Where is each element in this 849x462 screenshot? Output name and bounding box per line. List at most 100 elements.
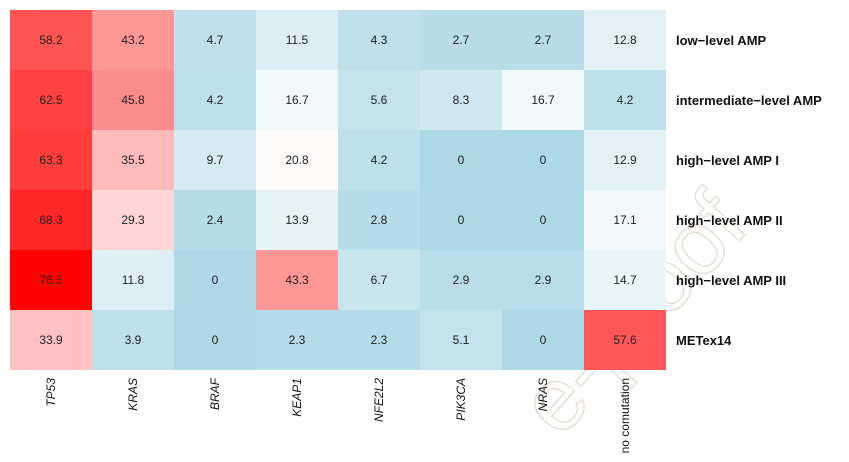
heatmap-cell (10, 10, 92, 70)
cell-value-label: 29.3 (121, 213, 145, 227)
cell-value-label: 12.9 (613, 153, 637, 167)
column-label-nfe2l2: NFE2L2 (372, 378, 386, 422)
cell-value-label: 2.4 (207, 213, 224, 227)
cell-value-label: 4.2 (371, 153, 388, 167)
heatmap-cell (174, 250, 256, 310)
cell-value-label: 0 (212, 333, 219, 347)
row-label-low-level-amp: low−level AMP (676, 33, 767, 48)
heatmap-cell (502, 310, 584, 370)
heatmap-cell (420, 190, 502, 250)
cell-value-label: 0 (540, 153, 547, 167)
heatmap-cell (92, 190, 174, 250)
heatmap-cell (256, 130, 338, 190)
cell-value-label: 2.7 (535, 33, 552, 47)
row-labels: low−level AMP intermediate−level AMP high−… (676, 33, 822, 348)
heatmap-cell (502, 250, 584, 310)
cell-value-label: 9.7 (207, 153, 224, 167)
heatmap-cell (420, 130, 502, 190)
heatmap-cell (420, 310, 502, 370)
cell-value-label: 0 (212, 273, 219, 287)
cell-value-label: 2.8 (371, 213, 388, 227)
heatmap-cell (338, 10, 420, 70)
cell-value-label: 35.5 (121, 153, 145, 167)
heatmap-cell (92, 70, 174, 130)
row-label-metex14: METex14 (676, 333, 732, 348)
heatmap-cell (92, 250, 174, 310)
heatmap-cell (256, 190, 338, 250)
cell-value-label: 2.9 (535, 273, 552, 287)
row-label-high-level-amp-iii: high−level AMP III (676, 273, 786, 288)
cell-value-label: 4.2 (207, 93, 224, 107)
column-label-keap1: KEAP1 (290, 378, 304, 417)
heatmap-cell (584, 10, 666, 70)
column-label-no-comutation: no comutation (618, 378, 632, 453)
heatmap-cell (584, 70, 666, 130)
heatmap-cell (174, 70, 256, 130)
cell-value-label: 0 (458, 213, 465, 227)
heatmap-cell (256, 250, 338, 310)
heatmap-cell (502, 10, 584, 70)
heatmap-cell (584, 310, 666, 370)
cell-value-label: 20.8 (285, 153, 309, 167)
heatmap-cell (420, 70, 502, 130)
cell-value-label: 2.9 (453, 273, 470, 287)
cell-value-label: 17.1 (613, 213, 637, 227)
heatmap-cell (338, 310, 420, 370)
heatmap-cell (10, 250, 92, 310)
heatmap-cell (10, 310, 92, 370)
heatmap-cells: 58.2 43.2 4.7 11.5 4.3 2.7 2.7 12.8 62.5 45.8 4.2 1… (10, 10, 666, 370)
column-label-nras: NRAS (536, 378, 550, 411)
cell-value-label: 43.3 (285, 273, 309, 287)
cell-value-label: 4.2 (617, 93, 634, 107)
heatmap-cell (10, 70, 92, 130)
cell-value-label: 45.8 (121, 93, 145, 107)
heatmap-cell (338, 250, 420, 310)
column-labels: TP53 KRAS BRAF KEAP1 NFE2L2 PIK3CA NRAS no comu… (44, 377, 632, 453)
cell-value-label: 4.3 (371, 33, 388, 47)
heatmap-cell (92, 10, 174, 70)
cell-value-label: 3.9 (125, 333, 142, 347)
cell-value-label: 11.5 (286, 33, 309, 47)
cell-value-label: 76.5 (39, 273, 63, 287)
column-label-kras: KRAS (126, 378, 140, 411)
row-label-high-level-amp-ii: high−level AMP II (676, 213, 783, 228)
heatmap-cell (420, 250, 502, 310)
cell-value-label: 2.7 (453, 33, 470, 47)
cell-value-label: 57.6 (613, 333, 637, 347)
heatmap-cell (502, 190, 584, 250)
cell-value-label: 68.3 (39, 213, 63, 227)
heatmap-cell (174, 190, 256, 250)
heatmap-cell (420, 10, 502, 70)
cell-value-label: 16.7 (285, 93, 309, 107)
heatmap-cell (256, 70, 338, 130)
cell-value-label: 13.9 (285, 213, 309, 227)
cell-value-label: 8.3 (453, 93, 470, 107)
heatmap-cell (92, 310, 174, 370)
heatmap-cell (10, 190, 92, 250)
cell-value-label: 14.7 (613, 273, 637, 287)
cell-value-label: 11.8 (122, 273, 145, 287)
cell-value-label: 2.3 (289, 333, 306, 347)
heatmap-cell (584, 130, 666, 190)
cell-value-label: 6.7 (371, 273, 388, 287)
column-label-braf: BRAF (208, 377, 222, 410)
heatmap-cell (92, 130, 174, 190)
row-label-high-level-amp-i: high−level AMP I (676, 153, 779, 168)
cell-value-label: 33.9 (39, 333, 63, 347)
cell-value-label: 43.2 (121, 33, 145, 47)
heatmap-cell (338, 70, 420, 130)
column-label-tp53: TP53 (44, 378, 58, 407)
heatmap-cell (256, 10, 338, 70)
row-label-intermediate-level-amp: intermediate−level AMP (676, 93, 822, 108)
heatmap-cell (256, 310, 338, 370)
cell-value-label: 2.3 (371, 333, 388, 347)
heatmap-cell (174, 10, 256, 70)
cell-value-label: 0 (458, 153, 465, 167)
heatmap-cell (584, 250, 666, 310)
cell-value-label: 12.8 (613, 33, 637, 47)
heatmap-cell (10, 130, 92, 190)
cell-value-label: 0 (540, 213, 547, 227)
cell-value-label: 58.2 (39, 33, 63, 47)
cell-value-label: 5.6 (371, 93, 388, 107)
cell-value-label: 4.7 (207, 33, 224, 47)
